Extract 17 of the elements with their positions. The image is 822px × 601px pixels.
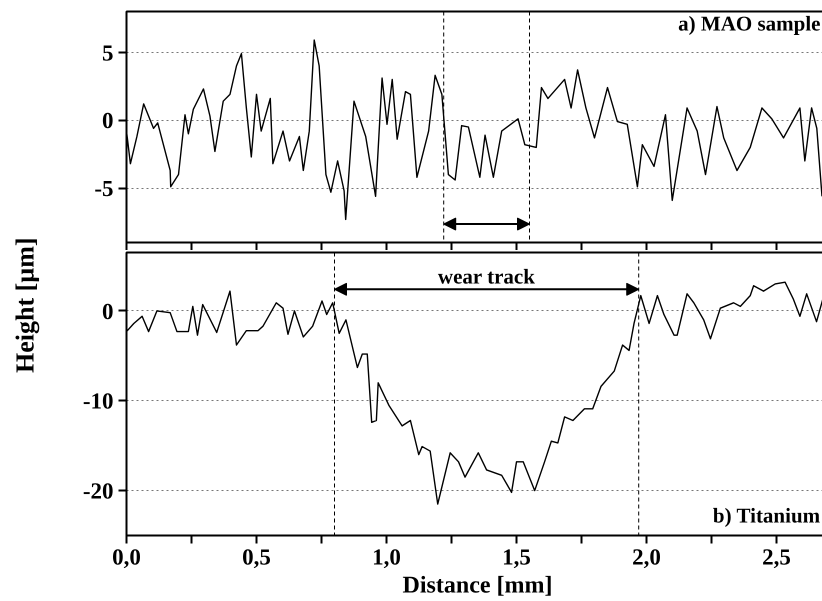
x-tick-label: 0,0 bbox=[112, 544, 141, 570]
x-tick-label: 1,0 bbox=[372, 544, 401, 570]
x-axis-title: Distance [mm] bbox=[402, 572, 552, 598]
x-tick-label: 1,5 bbox=[502, 544, 531, 570]
y-tick-label: 0 bbox=[102, 298, 114, 324]
y-tick-label: -10 bbox=[82, 388, 114, 414]
y-axis-title: Height [µm] bbox=[9, 238, 40, 374]
y-tick-label: -20 bbox=[82, 478, 114, 504]
annotation: b) Titanium bbox=[712, 504, 821, 528]
y-tick-label: -5 bbox=[94, 176, 114, 202]
x-tick-label: 0,5 bbox=[242, 544, 271, 570]
x-tick-label: 2,5 bbox=[762, 544, 791, 570]
annotation: a) MAO sample bbox=[678, 12, 821, 36]
annotation: wear track bbox=[438, 264, 536, 288]
x-tick-label: 2,0 bbox=[632, 544, 661, 570]
y-tick-label: 5 bbox=[102, 40, 114, 66]
y-tick-label: 0 bbox=[102, 108, 114, 134]
